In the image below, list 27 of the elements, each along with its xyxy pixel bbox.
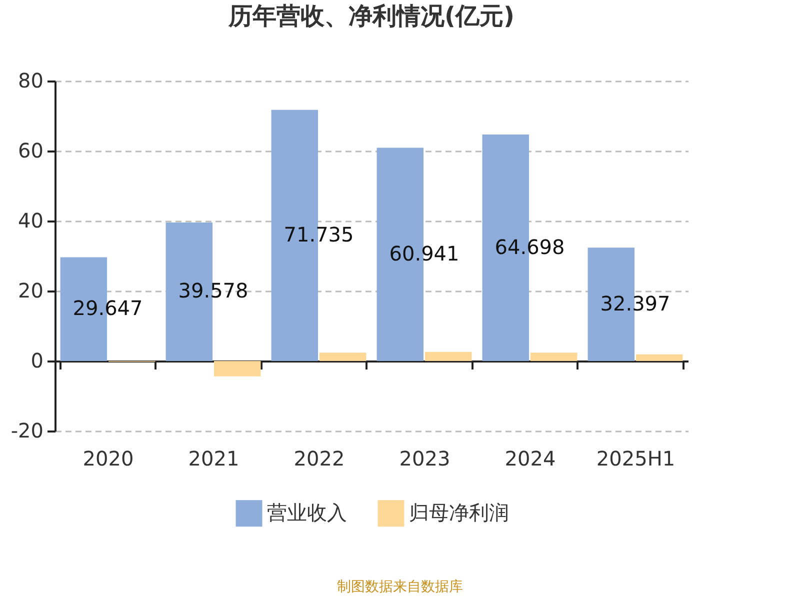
data-label: 64.698 [494, 234, 565, 259]
x-tick-label: 2023 [399, 446, 450, 470]
y-tick-label: 80 [18, 68, 44, 92]
y-tick-label: 0 [30, 348, 44, 372]
bar [214, 361, 261, 376]
x-tick-label: 2021 [188, 446, 240, 470]
y-tick-label: 40 [18, 208, 44, 232]
y-tick-label: -20 [10, 418, 44, 442]
data-label: 60.941 [389, 241, 460, 266]
data-label: 32.397 [600, 291, 670, 316]
data-label: 29.647 [72, 296, 143, 320]
bar [319, 352, 366, 361]
x-tick-label: 2025H1 [596, 446, 676, 470]
bar [636, 354, 683, 361]
data-label: 71.735 [284, 222, 354, 246]
legend-label: 归母净利润 [409, 500, 509, 524]
chart-title: 历年营收、净利情况(亿元) [228, 2, 514, 30]
bar [530, 352, 578, 361]
bar [424, 352, 472, 361]
x-tick-label: 2022 [294, 446, 345, 470]
data-label: 39.578 [178, 278, 248, 303]
x-tick-label: 2024 [504, 446, 556, 470]
x-tick-label: 2020 [82, 446, 134, 470]
y-tick-label: 60 [18, 138, 44, 162]
legend-label: 营业收入 [267, 500, 347, 524]
y-tick-label: 20 [18, 278, 44, 302]
text: 制图数据来自数据库 [336, 578, 464, 596]
